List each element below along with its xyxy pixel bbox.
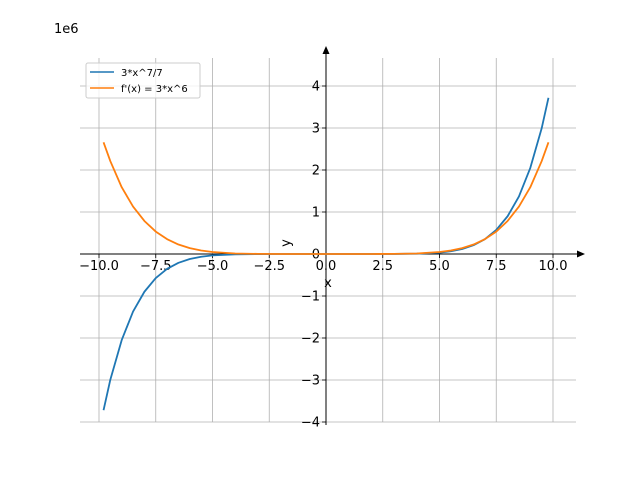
grid bbox=[80, 58, 576, 423]
x-tick-label: −5.0 bbox=[197, 259, 229, 274]
y-tick-label: 0 bbox=[312, 248, 320, 263]
x-tick-label: 7.5 bbox=[486, 259, 507, 274]
legend-box bbox=[85, 62, 201, 99]
x-tick-label: 2.5 bbox=[372, 259, 393, 274]
y-multiplier-label: 1e6 bbox=[54, 22, 79, 37]
y-tick-label: −4 bbox=[301, 416, 320, 431]
y-axis-label: y bbox=[279, 239, 294, 247]
y-tick-label: 3 bbox=[312, 122, 320, 137]
y-axis-arrow-icon bbox=[322, 46, 330, 54]
legend: 3*x^7/7 f'(x) = 3*x^6 bbox=[85, 62, 201, 99]
series bbox=[102, 97, 550, 411]
y-tick-label: −2 bbox=[301, 332, 320, 347]
ticks: −10.0 −7.5 −5.0 −2.5 0.0 2.5 5.0 7.5 10.0 −4 −3 −2 −… bbox=[79, 80, 567, 431]
y-tick-label: 2 bbox=[312, 164, 320, 179]
series-line-derivative bbox=[102, 141, 550, 255]
x-tick-label: 0.0 bbox=[316, 259, 337, 274]
y-tick-label: 4 bbox=[312, 80, 320, 95]
x-tick-label: −2.5 bbox=[253, 259, 285, 274]
x-axis-label: x bbox=[324, 276, 332, 291]
y-tick-label: −1 bbox=[301, 290, 320, 305]
y-tick-label: −3 bbox=[301, 374, 320, 389]
x-tick-label: −7.5 bbox=[140, 259, 172, 274]
legend-label-primitive: 3*x^7/7 bbox=[121, 68, 163, 79]
x-tick-label: 5.0 bbox=[429, 259, 450, 274]
x-axis-arrow-icon bbox=[577, 250, 585, 258]
y-tick-label: 1 bbox=[312, 206, 320, 221]
x-tick-label: −10.0 bbox=[79, 259, 119, 274]
x-tick-label: 10.0 bbox=[539, 259, 568, 274]
legend-label-derivative: f'(x) = 3*x^6 bbox=[121, 84, 188, 95]
